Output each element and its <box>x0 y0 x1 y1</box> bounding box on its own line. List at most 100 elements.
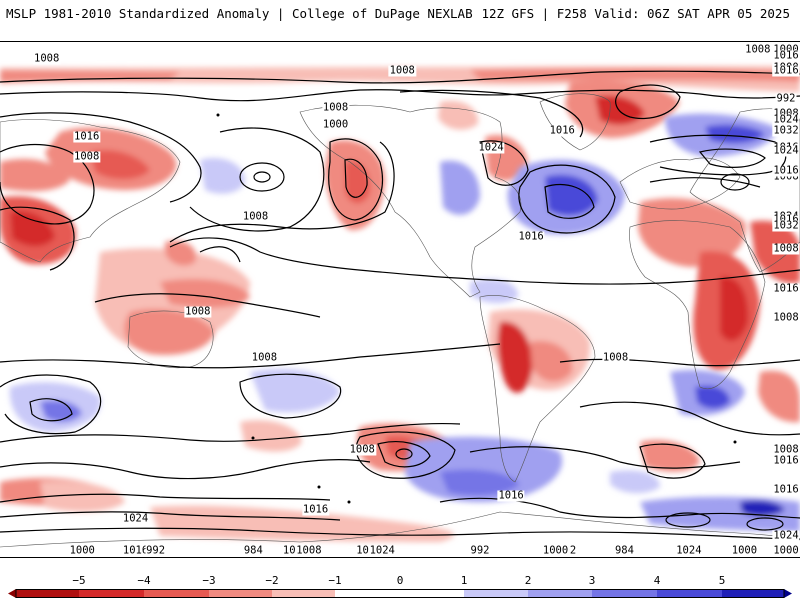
isobar-label: 1008 <box>295 544 323 557</box>
isobar-label: 1000 <box>772 43 800 56</box>
isobar-label: 1024 <box>772 529 800 542</box>
isobar-label: 1032 <box>772 219 800 232</box>
isobar-label: 1000 <box>68 544 96 557</box>
neg-anomaly-nz <box>40 481 125 512</box>
neg-anomaly-east-asia-core <box>90 150 150 180</box>
coast-antarctica <box>0 511 800 548</box>
isobar-label: 1016 <box>772 164 800 177</box>
dot <box>317 485 321 489</box>
colorbar-seg-pos2 <box>528 589 592 598</box>
isobar-label: 1000 <box>730 544 759 557</box>
pos-anomaly-s-indian-core <box>40 400 82 422</box>
anomaly-map: 1008 1000 1008 1008 1016 1016 1000 1016 1008 1000… <box>0 41 800 558</box>
coast-europe <box>619 157 741 210</box>
isobar-label: 1000 <box>772 544 800 557</box>
isobar-label: 1024 <box>368 544 396 557</box>
pos-anomaly-scandinavia-core <box>705 124 765 144</box>
colorbar-tick-label: −4 <box>137 574 151 587</box>
colorbar-seg-neg1 <box>272 589 335 598</box>
isobar-label: 992 <box>145 544 167 557</box>
neg-anomaly-antarctic <box>150 505 455 542</box>
pos-anomaly-s-atlantic-core <box>695 385 730 409</box>
neg-anomaly-s-indian <box>240 420 302 452</box>
map-canvas <box>0 66 800 548</box>
neg-anomaly-central-asia <box>0 158 70 192</box>
colorbar-seg-pos4 <box>657 589 722 598</box>
isobar-label: 1008 <box>73 150 101 163</box>
colorbar-seg-neg3 <box>144 589 209 598</box>
colorbar-seg-neg4 <box>79 589 144 598</box>
colorbar-tick-label: 0 <box>396 574 404 587</box>
colorbar-tick-label: −1 <box>328 574 342 587</box>
isobar-label: 1008 <box>772 443 800 456</box>
isobars <box>0 70 800 540</box>
isobar-label: 1008 <box>772 108 800 120</box>
anomaly-shading <box>0 66 800 542</box>
dot <box>216 113 220 117</box>
neg-anomaly-s-atlantic-east <box>758 370 800 423</box>
isobar-label: 1008 <box>601 351 630 364</box>
pos-anomaly-e-pacific <box>200 158 245 194</box>
coast-n-america <box>299 104 522 298</box>
isobar-label: 1016 <box>772 282 800 295</box>
dot <box>251 436 255 440</box>
isobar-label: 1024 <box>772 113 800 126</box>
colorbar-tick-label: −2 <box>265 574 279 587</box>
colorbar-tick-label: −5 <box>72 574 86 587</box>
isobar-label: 1016 <box>772 214 800 226</box>
dot <box>347 500 351 504</box>
isobar-label: 984 <box>242 544 264 557</box>
isobar-label: 1016 <box>121 544 150 557</box>
pos-anomaly-s-pacific-e <box>470 279 519 304</box>
isobar-label: 992 <box>469 544 491 557</box>
colorbar-arrow-left <box>8 589 16 598</box>
isobar-label: 1008 <box>241 210 270 223</box>
neg-anomaly-arctic-core <box>470 68 800 82</box>
isobar-label: 1016 <box>301 503 330 516</box>
isobar-label: 1024 <box>675 544 703 557</box>
isobar-label: 984 <box>613 544 635 557</box>
dot <box>733 440 737 444</box>
colorbar-tick-label: 3 <box>588 574 596 587</box>
pos-anomaly-antarctic-e-core <box>740 500 785 517</box>
colorbar-tick-label: 1 <box>460 574 468 587</box>
colorbar-tick-label: 5 <box>718 574 726 587</box>
isobar-label: 1016 <box>772 64 800 77</box>
model-run-info: 12Z GFS | F258 Valid: 06Z SAT APR 05 202… <box>481 6 790 21</box>
pos-anomaly-great-lakes <box>440 160 480 215</box>
isobar-label: 1000 <box>321 118 350 131</box>
isobar-label: 1024 <box>772 144 800 157</box>
anomaly-shading-positive <box>9 113 800 532</box>
pos-anomaly-n-atlantic-core <box>545 174 598 216</box>
neg-anomaly-n-canada <box>438 100 479 130</box>
isobar-label: 1008 <box>772 311 800 324</box>
isobar-label: 1032 <box>772 124 800 137</box>
neg-anomaly-e-africa-core <box>720 276 749 341</box>
isobar-label: 1016 <box>772 483 800 496</box>
colorbar-seg-neg2 <box>209 589 272 598</box>
colorbar-tick-label: −3 <box>202 574 216 587</box>
coast-s-america <box>479 295 596 483</box>
isobar-label: 1008 <box>321 101 350 114</box>
isobar-label: 1024 <box>477 141 505 154</box>
colorbar-seg-pos1 <box>464 589 528 598</box>
isobar-label: 1016 <box>548 124 576 137</box>
coast-australia <box>127 310 214 368</box>
colorbar <box>8 589 792 598</box>
isobar-label: 1008 <box>388 64 416 77</box>
neg-anomaly-png <box>165 240 196 266</box>
pos-anomaly-antarctic-e <box>640 496 800 532</box>
isobar-label: 1008 <box>772 242 800 255</box>
map-title: MSLP 1981-2010 Standardized Anomaly | Co… <box>6 6 473 21</box>
colorbar-seg-neutral <box>335 589 464 598</box>
colorbar-tick-label: 2 <box>524 574 532 587</box>
pos-anomaly-weddell-core <box>440 469 520 496</box>
neg-anomaly-andes <box>497 321 533 393</box>
pos-anomaly-pacific-mid <box>610 470 660 494</box>
neg-anomaly-n-africa <box>638 198 746 267</box>
isobar-label: 1000 <box>541 544 570 557</box>
neg-anomaly-india-core <box>10 211 55 247</box>
pos-anomaly-weddell <box>405 436 563 503</box>
isobar-label: 992 <box>775 92 797 105</box>
colorbar-seg-neg5 <box>16 589 79 598</box>
